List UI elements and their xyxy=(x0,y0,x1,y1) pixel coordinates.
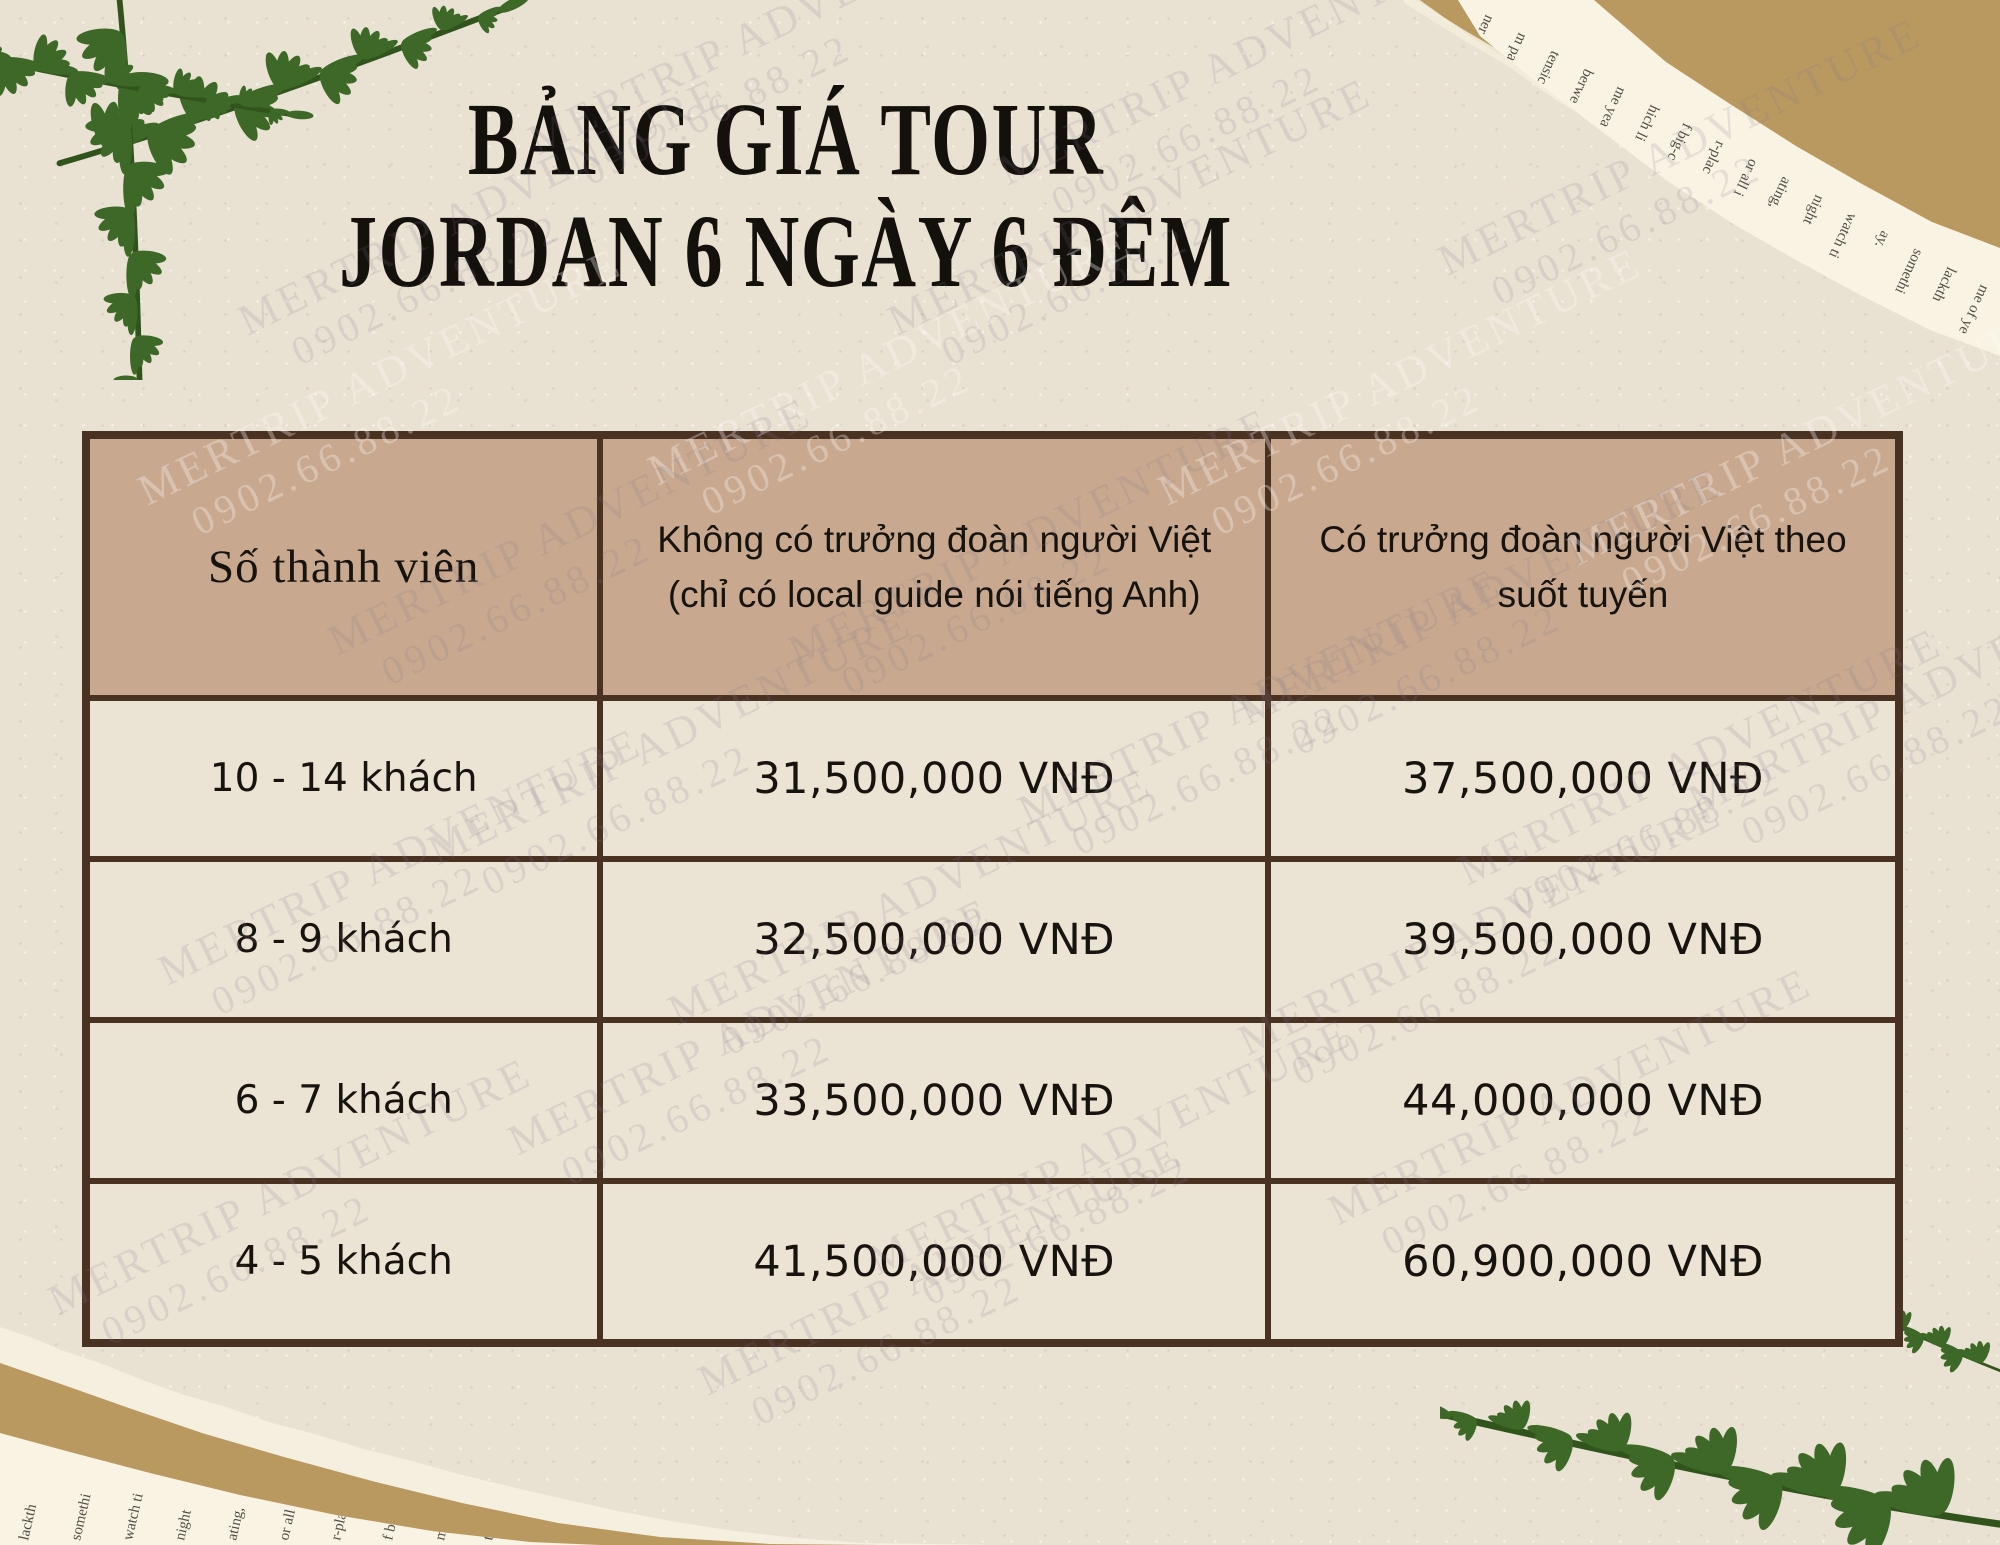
cell-price-no-leader: 31,500,000 VNĐ xyxy=(603,701,1266,856)
newsprint-fragment: somethi xyxy=(68,1492,94,1542)
cell-group-size: 10 - 14 khách xyxy=(90,701,598,856)
newsprint-fragment: night xyxy=(172,1507,195,1541)
poster-title: BẢNG GIÁ TOUR JORDAN 6 NGÀY 6 ĐÊM xyxy=(0,82,1572,310)
newsprint-fragment: ner par xyxy=(1465,12,1497,57)
newsprint-fragment: ating, xyxy=(224,1505,247,1541)
header-cell-price-with-viet-leader: Có trưởng đoàn người Việt theo suốt tuyế… xyxy=(1271,439,1895,695)
newsprint-fragment: hich li xyxy=(1631,102,1662,143)
torn-edge-highlight xyxy=(0,1327,1000,1545)
newsprint-fragment: me yea xyxy=(1596,84,1629,130)
newsprint-fragment: me of ye xyxy=(1955,282,1992,337)
newsprint-fragment: hich li xyxy=(528,1501,552,1542)
fern-frond xyxy=(1440,1385,2000,1545)
cell-price-no-leader: 32,500,000 VNĐ xyxy=(603,862,1266,1017)
newsprint-fragment: m par xyxy=(1501,30,1530,68)
cell-price-no-leader: 41,500,000 VNĐ xyxy=(603,1184,1266,1339)
newsprint-fragment: r-plac xyxy=(328,1504,351,1542)
newsprint-fragment: somethi xyxy=(1891,246,1926,296)
title-line-1: BẢNG GIÁ TOUR xyxy=(467,82,1105,197)
newsprint-fragment: ating, xyxy=(1765,174,1794,211)
price-table: Số thành viên Không có trưởng đoàn người… xyxy=(82,431,1903,1347)
cell-price-with-leader: 44,000,000 VNĐ xyxy=(1271,1023,1895,1178)
newsprint-fragment: f big-c xyxy=(380,1499,405,1541)
cell-price-with-leader: 39,500,000 VNĐ xyxy=(1271,862,1895,1017)
newsprint-fragment: tensic xyxy=(480,1504,504,1542)
newsprint-fragment: lackth xyxy=(16,1502,40,1542)
newsprint-fragment: watch ti xyxy=(1825,210,1860,260)
newsprint-fragment: or all i xyxy=(1730,156,1761,198)
newsprint-fragment: f big-c xyxy=(1664,120,1695,163)
cell-group-size: 4 - 5 khách xyxy=(90,1184,598,1339)
newsprint-fragment: or all i xyxy=(276,1500,300,1542)
cell-price-no-leader: 33,500,000 VNĐ xyxy=(603,1023,1266,1178)
newsprint-fragment: r-plac xyxy=(1699,138,1728,176)
newspaper-corner xyxy=(0,1433,600,1545)
newsprint-fragment: me yea xyxy=(432,1496,457,1542)
newsprint-fragment: ay. xyxy=(1871,228,1893,250)
newsprint-fragment: watch ti xyxy=(120,1492,146,1542)
header-cell-group-size: Số thành viên xyxy=(90,439,598,695)
cell-price-with-leader: 60,900,000 VNĐ xyxy=(1271,1184,1895,1339)
newsprint-fragment: lackth xyxy=(1929,264,1959,304)
cell-group-size: 6 - 7 khách xyxy=(90,1023,598,1178)
title-line-2: JORDAN 6 NGÀY 6 ĐÊM xyxy=(339,194,1233,310)
cell-group-size: 8 - 9 khách xyxy=(90,862,598,1017)
header-cell-price-no-viet-leader: Không có trưởng đoàn người Việt (chỉ có … xyxy=(603,439,1266,695)
newsprint-fragment: night xyxy=(1799,192,1827,227)
kraft-paper-band xyxy=(0,1363,880,1545)
newsprint-fragment: tensic xyxy=(1533,48,1562,87)
cell-price-with-leader: 37,500,000 VNĐ xyxy=(1271,701,1895,856)
